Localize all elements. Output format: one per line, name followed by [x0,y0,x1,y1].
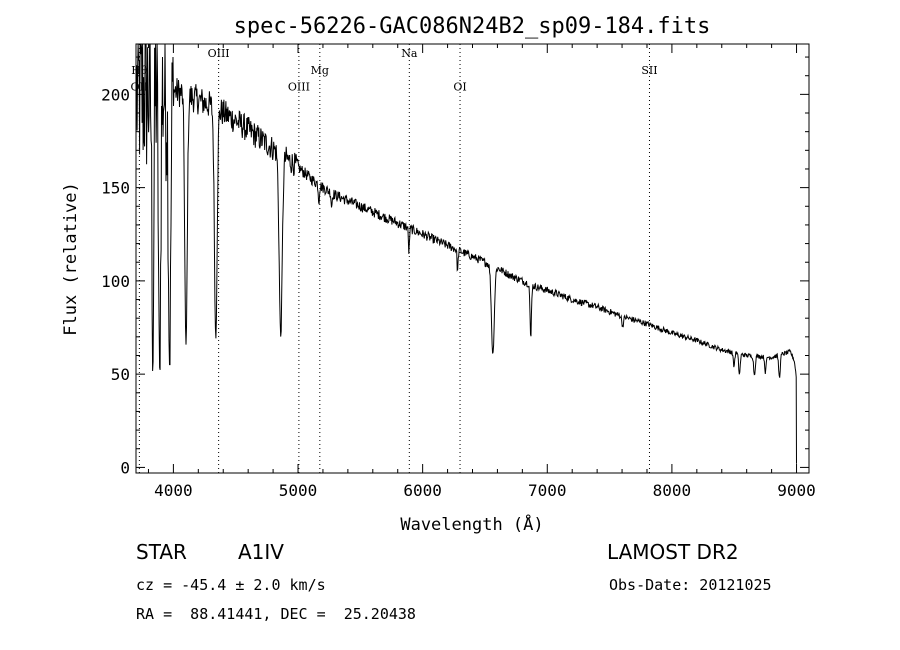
line-marker-label: OIII [208,47,230,60]
x-tick-label: 6000 [403,481,442,500]
x-tick-label: 8000 [653,481,692,500]
plot-frame [135,43,810,474]
x-tick-label: 7000 [528,481,567,500]
line-marker-label: SII [641,64,657,77]
obs-date: Obs-Date: 20121025 [609,576,772,594]
chart-title: spec-56226-GAC086N24B2_sp09-184.fits [234,14,711,39]
line-marker-label: Mg [311,64,329,77]
x-tick-label: 4000 [154,481,193,500]
redshift-value: cz = -45.4 ± 2.0 km/s [136,576,326,594]
object-class: STAR [136,540,187,564]
line-marker-label: Na [401,47,418,60]
object-subclass: A1IV [238,540,284,564]
coordinates: RA = 88.41441, DEC = 25.20438 [136,605,416,623]
y-tick-label: 50 [111,365,130,384]
survey-name: LAMOST DR2 [607,540,739,564]
y-tick-label: 200 [101,85,130,104]
y-tick-label: 0 [120,458,130,477]
line-marker-label: OI [453,81,466,94]
x-tick-label: 5000 [279,481,318,500]
y-tick-label: 150 [101,179,130,198]
x-axis-label: Wavelength (Å) [400,513,543,535]
x-tick-label: 9000 [777,481,816,500]
spectrum-line [136,43,797,464]
spectrum-plot: spec-56226-GAC086N24B2_sp09-184.fits HθO… [61,14,816,535]
axis-ticks: 4000 5000 6000 7000 8000 9000 0 50 100 150 200 [101,44,816,500]
y-tick-label: 100 [101,272,130,291]
y-axis-label: Flux (relative) [61,182,81,336]
line-marker-label: OIII [288,81,310,94]
